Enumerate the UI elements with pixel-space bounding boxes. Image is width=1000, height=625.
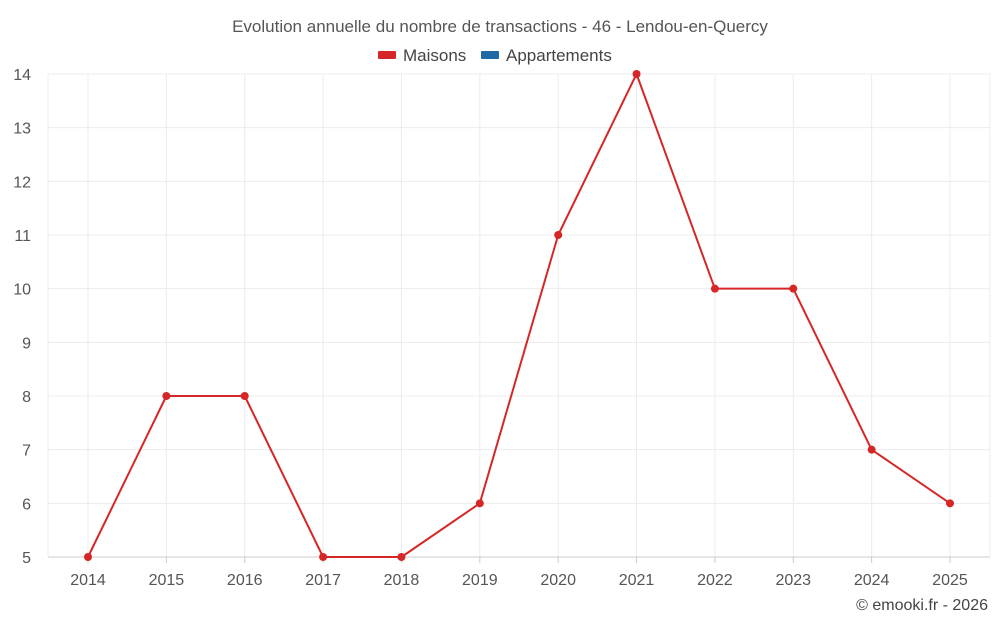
legend-swatch-appartements [481,51,499,59]
y-tick-label: 7 [22,443,31,460]
x-tick-label: 2018 [384,572,420,589]
x-tick-label: 2015 [149,572,185,589]
x-tick-label: 2017 [305,572,341,589]
data-point[interactable] [319,553,328,561]
data-point[interactable] [554,231,563,239]
y-tick-label: 13 [13,121,31,138]
y-tick-label: 6 [22,496,31,513]
legend-item-appartements[interactable]: Appartements [481,46,612,65]
y-axis-ticks: 5 6 7 8 9 10 11 12 13 14 [13,67,31,567]
data-point[interactable] [632,70,641,78]
credit-text: © emooki.fr - 2026 [856,597,988,614]
x-tick-label: 2021 [619,572,655,589]
y-tick-label: 11 [14,228,31,245]
y-tick-label: 10 [13,282,31,299]
x-tick-label: 2014 [70,572,106,589]
x-tick-label: 2024 [854,572,890,589]
y-tick-label: 14 [13,67,31,84]
y-gridlines [48,73,990,504]
x-axis-ticks: 2014 2015 2016 2017 2018 2019 2020 2021 2022 2023… [70,557,968,589]
legend-label-maisons: Maisons [403,46,466,65]
legend-label-appartements: Appartements [506,46,612,65]
data-point[interactable] [240,392,249,400]
data-point[interactable] [397,553,406,561]
x-tick-label: 2020 [540,572,576,589]
data-point[interactable] [475,499,484,508]
y-tick-label: 5 [22,550,31,567]
x-tick-label: 2025 [932,572,968,589]
x-tick-label: 2023 [775,572,811,589]
data-point[interactable] [946,499,954,508]
x-tick-label: 2022 [697,572,733,589]
data-point[interactable] [867,445,876,454]
chart-title: Evolution annuelle du nombre de transact… [232,17,768,36]
data-point[interactable] [84,553,92,561]
x-tick-label: 2016 [227,572,263,589]
legend: Maisons Appartements [378,46,612,65]
y-tick-label: 8 [22,389,31,406]
series-maisons [84,70,954,561]
legend-swatch-maisons [378,51,396,59]
y-tick-label: 9 [22,335,31,352]
x-tick-label: 2019 [462,572,498,589]
x-gridlines [47,74,991,557]
series-line-maisons [87,73,951,558]
legend-item-maisons[interactable]: Maisons [378,46,466,65]
data-point[interactable] [789,284,798,293]
data-point[interactable] [162,392,171,400]
y-tick-label: 12 [13,174,31,191]
data-point[interactable] [710,284,719,293]
